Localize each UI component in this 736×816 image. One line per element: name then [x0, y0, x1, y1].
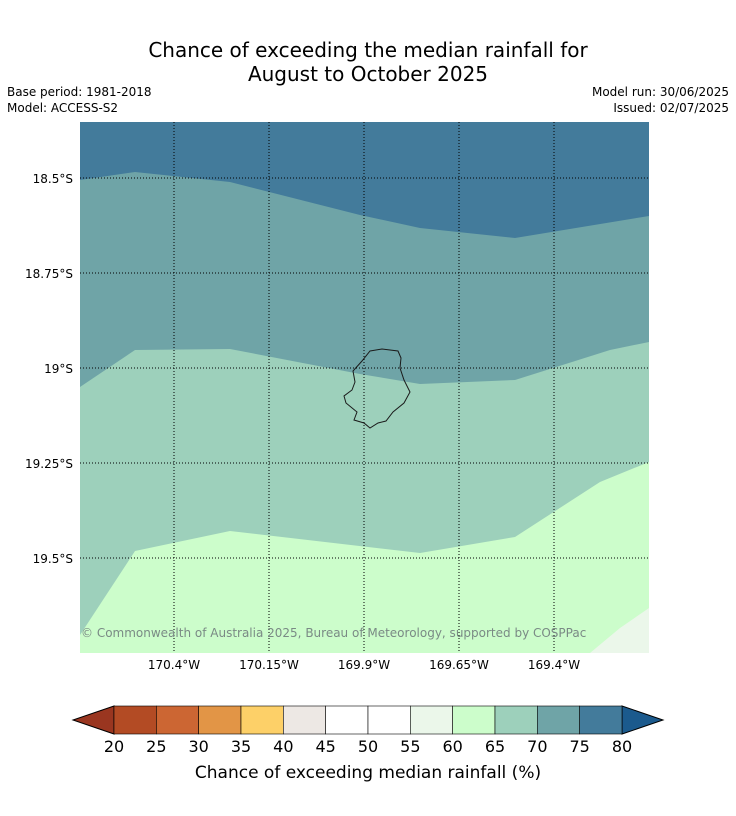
lat-labels: 18.5°S 18.75°S 19°S 19.25°S 19.5°S: [25, 172, 73, 566]
colorbar: 20 25 30 35 40 45 50 55 60 65 70 75 80: [71, 705, 665, 756]
meta-left: Base period: 1981-2018 Model: ACCESS-S2: [7, 84, 152, 116]
lat-label: 19.25°S: [25, 457, 73, 471]
lat-label: 19°S: [44, 362, 73, 376]
colorbar-tick-label: 65: [485, 737, 505, 756]
colorbar-segment: [156, 705, 199, 735]
issued-text: Issued: 02/07/2025: [613, 101, 729, 115]
colorbar-segment: [579, 705, 623, 735]
colorbar-segment: [410, 705, 453, 735]
lon-label: 170.4°W: [148, 658, 200, 672]
colorbar-segment: [537, 705, 580, 735]
colorbar-segment: [283, 705, 326, 735]
colorbar-tick-label: 30: [188, 737, 208, 756]
colorbar-tick-label: 25: [146, 737, 166, 756]
zone-55-60: [590, 608, 649, 653]
map-title: Chance of exceeding the median rainfall …: [0, 38, 736, 86]
colorbar-segment: [240, 705, 284, 735]
lon-label: 169.4°W: [528, 658, 580, 672]
island-outline: [343, 348, 411, 429]
colorbar-tick-label: 50: [358, 737, 378, 756]
model-text: Model: ACCESS-S2: [7, 101, 119, 115]
colorbar-tick-label: 55: [400, 737, 420, 756]
colorbar-tick-label: 35: [231, 737, 251, 756]
copyright-text: © Commonwealth of Australia 2025, Bureau…: [81, 626, 586, 640]
colorbar-low-arrow: [71, 705, 115, 735]
colorbar-segment: [452, 705, 496, 735]
title-line-2: August to October 2025: [247, 62, 489, 86]
colorbar-segment: [198, 705, 242, 735]
lat-label: 18.75°S: [25, 267, 73, 281]
colorbar-tick-label: 75: [569, 737, 589, 756]
colorbar-segment: [367, 705, 411, 735]
lat-label: 18.5°S: [33, 172, 73, 186]
base-period-text: Base period: 1981-2018: [7, 85, 152, 99]
colorbar-label: Chance of exceeding median rainfall (%): [195, 763, 541, 783]
colorbar-segment: [494, 705, 538, 735]
lon-labels: 170.4°W 170.15°W 169.9°W 169.65°W 169.4°…: [148, 658, 580, 672]
colorbar-segment: [325, 705, 369, 735]
colorbar-tick-label: 60: [442, 737, 462, 756]
lon-label: 169.65°W: [429, 658, 489, 672]
title-line-1: Chance of exceeding the median rainfall …: [148, 38, 588, 62]
colorbar-tick-label: 45: [315, 737, 335, 756]
colorbar-tick-label: 40: [273, 737, 293, 756]
lat-label: 19.5°S: [33, 552, 73, 566]
gridlines: [80, 122, 649, 653]
colorbar-tick-label: 70: [527, 737, 547, 756]
colorbar-segment: [113, 705, 157, 735]
meta-right: Model run: 30/06/2025 Issued: 02/07/2025: [592, 84, 729, 116]
model-run-text: Model run: 30/06/2025: [591, 85, 729, 99]
lon-label: 169.9°W: [338, 658, 390, 672]
lon-label: 170.15°W: [239, 658, 299, 672]
colorbar-high-arrow: [621, 705, 665, 735]
colorbar-tick-label: 80: [612, 737, 632, 756]
colorbar-tick-label: 20: [104, 737, 124, 756]
map-area: © Commonwealth of Australia 2025, Bureau…: [80, 122, 649, 653]
